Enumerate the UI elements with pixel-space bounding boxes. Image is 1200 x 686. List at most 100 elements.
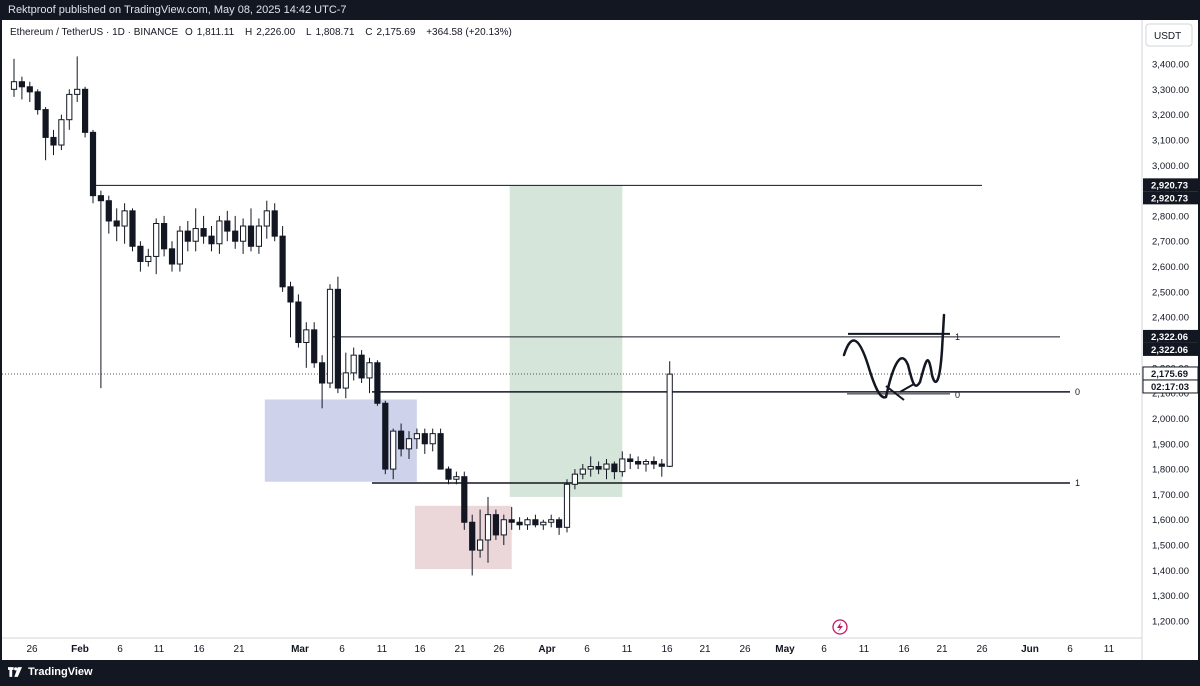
candle-body[interactable] [642, 460, 650, 465]
candle-body[interactable] [484, 514, 492, 541]
candle-body[interactable] [500, 519, 507, 536]
candle-body[interactable] [508, 519, 515, 523]
candle-body[interactable] [603, 463, 610, 470]
candle-body[interactable] [18, 81, 25, 88]
candle-body[interactable] [524, 519, 531, 526]
candle-body[interactable] [34, 91, 41, 111]
candle-body[interactable] [374, 362, 381, 404]
candle-body[interactable] [398, 430, 405, 450]
candle-body[interactable] [595, 466, 602, 470]
candle-body[interactable] [240, 225, 247, 242]
fib-label: 1 [1075, 478, 1080, 488]
currency-button-label[interactable]: USDT [1154, 31, 1181, 42]
candle-body[interactable] [635, 460, 642, 465]
candle-body[interactable] [469, 521, 476, 551]
candle-body[interactable] [658, 463, 665, 467]
candle-body[interactable] [437, 433, 444, 470]
candle-body[interactable] [429, 433, 436, 445]
candle-body[interactable] [200, 228, 207, 237]
price-tick-label: 1,800.00 [1152, 465, 1189, 476]
candle-body[interactable] [492, 514, 499, 536]
price-tick-label: 1,600.00 [1152, 515, 1189, 526]
candle-body[interactable] [516, 521, 523, 526]
time-tick-label: Feb [71, 644, 89, 655]
candle-body[interactable] [563, 483, 571, 528]
candle-body[interactable] [82, 88, 89, 133]
candle-body[interactable] [587, 466, 594, 470]
candle-body[interactable] [350, 354, 357, 374]
candle-body[interactable] [255, 225, 263, 247]
candle-body[interactable] [445, 468, 452, 480]
candle-body[interactable] [421, 433, 428, 445]
candle-body[interactable] [342, 372, 349, 389]
candle-body[interactable] [295, 301, 302, 343]
candle-body[interactable] [97, 195, 105, 202]
candle-body[interactable] [58, 119, 65, 146]
candle-body[interactable] [358, 354, 365, 379]
tradingview-logo[interactable]: TradingView [8, 665, 93, 679]
candle-body[interactable] [619, 458, 626, 473]
candle-body[interactable] [216, 220, 223, 245]
symbol-name: Ethereum / TetherUS · 1D · BINANCE [10, 27, 179, 38]
projection-drawing[interactable] [842, 313, 946, 399]
candle-body[interactable] [579, 468, 586, 475]
candle-body[interactable] [66, 93, 73, 121]
candle-body[interactable] [121, 210, 128, 227]
candle-body[interactable] [319, 362, 326, 384]
candle-body[interactable] [224, 220, 231, 232]
currency-button[interactable] [1145, 23, 1193, 47]
candle-body[interactable] [42, 109, 49, 138]
candle-body[interactable] [556, 519, 563, 528]
candle-body[interactable] [113, 220, 120, 227]
candle-body[interactable] [366, 362, 373, 379]
candle-body[interactable] [145, 255, 152, 262]
price-chart[interactable]: 1 0 0 1 USDT 3,400.00 3,300.00 3,200.00 3,100.00… [2, 20, 1198, 660]
candle-body[interactable] [184, 230, 191, 242]
candle-body[interactable] [650, 460, 657, 465]
candle-body[interactable] [89, 131, 97, 197]
candle-body[interactable] [627, 458, 634, 462]
candle-body[interactable] [303, 329, 310, 344]
candle-body[interactable] [74, 88, 81, 95]
candle-body[interactable] [129, 210, 136, 247]
candle-body[interactable] [287, 286, 294, 303]
candle-body[interactable] [611, 463, 618, 473]
candle-body[interactable] [311, 329, 318, 364]
candle-body[interactable] [105, 200, 112, 222]
candle-body[interactable] [390, 430, 397, 470]
chart-frame[interactable]: 1 0 0 1 USDT 3,400.00 3,300.00 3,200.00 3,100.00… [2, 20, 1198, 660]
candle-body[interactable] [232, 230, 239, 242]
candle-body[interactable] [153, 223, 160, 257]
candle-body[interactable] [208, 235, 215, 245]
candle-body[interactable] [168, 248, 176, 265]
time-tick-label: 21 [936, 644, 948, 655]
candle-body[interactable] [461, 476, 468, 523]
candle-body[interactable] [161, 223, 168, 250]
candle-body[interactable] [540, 521, 547, 526]
candle-body[interactable] [477, 539, 484, 551]
candle-body[interactable] [271, 210, 278, 237]
candle-body[interactable] [10, 81, 18, 90]
candle-body[interactable] [176, 230, 184, 265]
candle-body[interactable] [326, 288, 334, 384]
candle-body[interactable] [453, 476, 460, 480]
candle-body[interactable] [50, 136, 57, 146]
candle-body[interactable] [571, 473, 578, 485]
candle-body[interactable] [279, 235, 286, 288]
candle-body[interactable] [334, 288, 341, 389]
candle-body[interactable] [26, 86, 33, 93]
candle-body[interactable] [247, 225, 255, 247]
lightning-icon[interactable] [832, 619, 848, 635]
fib-label: 1 [955, 332, 960, 342]
price-tick-label: 3,100.00 [1152, 135, 1189, 146]
candle-body[interactable] [413, 433, 420, 440]
candle-body[interactable] [192, 228, 199, 242]
candle-body[interactable] [548, 519, 555, 523]
candle-body[interactable] [666, 373, 673, 467]
candle-body[interactable] [532, 519, 539, 526]
candle-body[interactable] [263, 210, 270, 227]
candle-body[interactable] [137, 245, 144, 262]
candle-body[interactable] [382, 402, 389, 470]
price-tick-label: 3,000.00 [1152, 161, 1189, 172]
candle-body[interactable] [405, 438, 413, 450]
